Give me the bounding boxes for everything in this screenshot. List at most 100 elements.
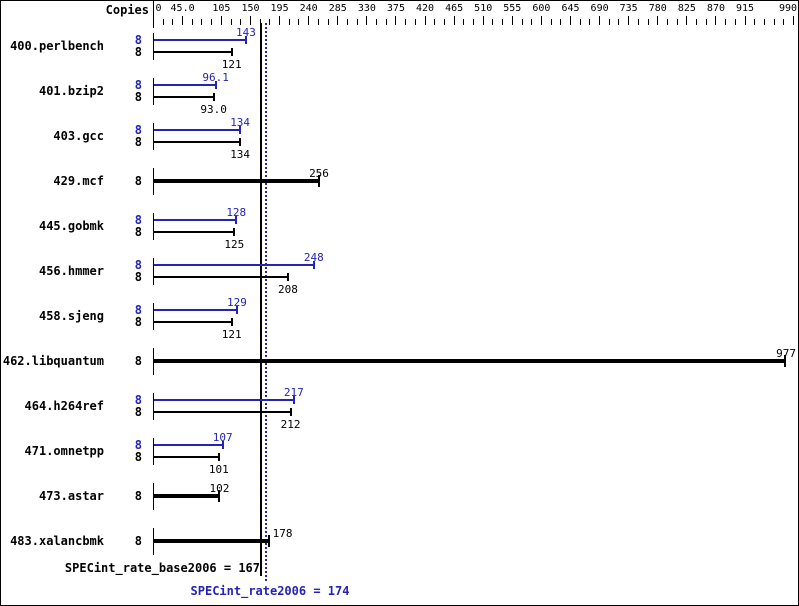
axis-minor-tick [240, 19, 242, 25]
benchmark-label: 473.astar [38, 488, 104, 503]
peak-value-label: 143 [236, 25, 256, 39]
axis-major-tick [249, 16, 251, 25]
copies-count-base: 8 [134, 89, 142, 104]
copies-count-base: 8 [134, 449, 142, 464]
benchmark-label: 429.mcf [53, 173, 104, 188]
peak-bar [154, 218, 237, 221]
peak-bar [154, 443, 224, 446]
axis-major-tick [220, 16, 222, 25]
group-axis-segment [153, 302, 154, 330]
axis-tick-label: 45.0 [170, 3, 195, 14]
axis-minor-tick [376, 19, 378, 25]
bar-end-cap [235, 215, 238, 224]
bar-end-cap [267, 534, 270, 547]
axis-minor-tick [298, 19, 300, 25]
benchmark-label: 483.xalancbmk [10, 533, 104, 548]
bar-end-cap [239, 125, 242, 134]
axis-tick-label: 420 [415, 3, 435, 14]
base-bar [154, 275, 289, 278]
base-value-label: 121 [221, 57, 242, 71]
axis-minor-tick [589, 19, 591, 25]
axis-minor-tick [346, 19, 348, 25]
copies-count: 8 [134, 353, 142, 368]
benchmark-label: 400.perlbench [10, 38, 104, 53]
axis-tick-label: 240 [299, 3, 318, 14]
axis-major-tick [153, 16, 154, 25]
axis-major-tick [395, 16, 397, 25]
axis-minor-tick [763, 19, 765, 25]
peak-rate-caption: SPECint_rate2006 = 174 [190, 584, 350, 598]
bar-end-cap [217, 452, 220, 461]
group-axis-segment [153, 392, 154, 420]
base-value-label: 212 [280, 417, 301, 431]
axis-minor-tick [473, 19, 475, 25]
axis-minor-tick [492, 19, 494, 25]
benchmark-label: 401.bzip2 [38, 83, 104, 98]
axis-tick-label: 465 [445, 3, 464, 14]
copies-count-peak: 8 [134, 257, 142, 272]
axis-minor-tick [259, 19, 261, 25]
axis-major-tick [279, 16, 281, 25]
benchmark-label: 456.hmmer [38, 263, 104, 278]
axis-tick-label: 735 [619, 3, 638, 14]
axis-minor-tick [647, 19, 649, 25]
axis-tick-label: 915 [736, 3, 755, 14]
base-bar [154, 410, 292, 413]
group-axis-segment [153, 167, 154, 195]
copies-count: 8 [134, 488, 142, 503]
bar-end-cap [212, 92, 215, 101]
axis-major-tick [453, 16, 455, 25]
axis-tick-label: 150 [241, 3, 260, 14]
base-value-label: 134 [230, 147, 251, 161]
copies-count: 8 [134, 173, 142, 188]
benchmark-label: 403.gcc [53, 128, 104, 143]
axis-tick-label: 105 [212, 3, 231, 14]
axis-tick-label: 780 [648, 3, 667, 14]
axis-major-tick [715, 16, 717, 25]
axis-minor-tick [608, 19, 610, 25]
copies-count: 8 [134, 533, 142, 548]
base-bar [154, 230, 235, 233]
axis-tick-label: 645 [561, 3, 580, 14]
axis-major-tick [628, 16, 630, 25]
axis-minor-tick [676, 19, 678, 25]
bar-end-cap [233, 227, 236, 236]
base-bar [154, 358, 786, 363]
base-value-label: 102 [209, 481, 230, 495]
axis-minor-tick [443, 19, 445, 25]
bar-end-cap [292, 395, 295, 404]
axis-tick-label: 0 [155, 3, 162, 14]
axis-tick-label: 555 [503, 3, 522, 14]
axis-minor-tick [783, 19, 785, 25]
base-median-line [260, 23, 263, 576]
base-value-label: 208 [278, 282, 298, 296]
base-bar [154, 455, 220, 458]
base-value-label: 125 [224, 237, 245, 251]
base-bar [154, 178, 320, 183]
axis-major-tick [686, 16, 688, 25]
group-axis-segment [153, 212, 154, 240]
axis-major-tick [337, 16, 339, 25]
axis-major-tick [744, 16, 746, 25]
bar-end-cap [286, 272, 289, 281]
peak-value-label: 134 [230, 115, 251, 129]
base-value-label: 256 [309, 166, 329, 180]
peak-bar [154, 83, 217, 86]
axis-minor-tick [618, 19, 620, 25]
axis-tick-label: 825 [677, 3, 696, 14]
benchmark-label: 462.libquantum [2, 353, 104, 368]
group-axis-segment [153, 482, 154, 510]
axis-minor-tick [521, 19, 523, 25]
axis-tick-label: 600 [532, 3, 551, 14]
copies-count-peak: 8 [134, 212, 142, 227]
axis-tick-label: 285 [328, 3, 347, 14]
bar-end-cap [221, 440, 224, 449]
copies-count-base: 8 [134, 44, 142, 59]
group-axis-segment [153, 437, 154, 465]
axis-minor-tick [754, 19, 756, 25]
axis-minor-tick [327, 19, 329, 25]
base-value-label: 93.0 [200, 102, 227, 116]
axis-minor-tick [705, 19, 707, 25]
base-rate-caption: SPECint_rate_base2006 = 167 [64, 561, 260, 575]
